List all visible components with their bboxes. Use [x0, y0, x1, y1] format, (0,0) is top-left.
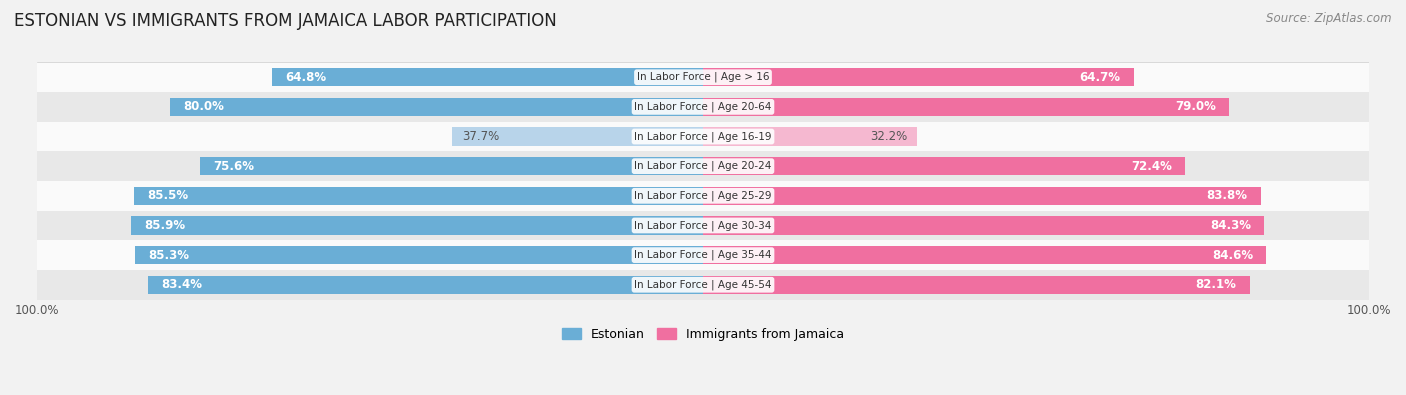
- Bar: [200, 157, 703, 175]
- Bar: [451, 127, 703, 146]
- Bar: [703, 246, 1267, 264]
- Legend: Estonian, Immigrants from Jamaica: Estonian, Immigrants from Jamaica: [557, 323, 849, 346]
- Bar: [134, 186, 703, 205]
- Bar: [703, 157, 1185, 175]
- Bar: [703, 98, 1229, 116]
- Bar: [170, 98, 703, 116]
- Text: 85.5%: 85.5%: [148, 189, 188, 202]
- Bar: [37, 62, 1369, 92]
- Text: 83.4%: 83.4%: [162, 278, 202, 291]
- Text: 85.9%: 85.9%: [145, 219, 186, 232]
- Bar: [37, 181, 1369, 211]
- Text: 85.3%: 85.3%: [149, 248, 190, 261]
- Bar: [271, 68, 703, 87]
- Text: Source: ZipAtlas.com: Source: ZipAtlas.com: [1267, 12, 1392, 25]
- Bar: [703, 127, 917, 146]
- Bar: [703, 216, 1264, 235]
- Text: 32.2%: 32.2%: [870, 130, 907, 143]
- Text: 37.7%: 37.7%: [463, 130, 499, 143]
- Bar: [37, 270, 1369, 299]
- Text: 79.0%: 79.0%: [1175, 100, 1216, 113]
- Text: 64.8%: 64.8%: [285, 71, 326, 84]
- Text: In Labor Force | Age 45-54: In Labor Force | Age 45-54: [634, 280, 772, 290]
- Bar: [131, 216, 703, 235]
- Text: In Labor Force | Age 16-19: In Labor Force | Age 16-19: [634, 131, 772, 142]
- Text: 84.3%: 84.3%: [1211, 219, 1251, 232]
- Bar: [37, 151, 1369, 181]
- Text: 75.6%: 75.6%: [212, 160, 254, 173]
- Text: 72.4%: 72.4%: [1130, 160, 1171, 173]
- Bar: [703, 276, 1250, 294]
- Bar: [703, 68, 1133, 87]
- Text: 83.8%: 83.8%: [1206, 189, 1247, 202]
- Text: In Labor Force | Age 35-44: In Labor Force | Age 35-44: [634, 250, 772, 260]
- Text: 64.7%: 64.7%: [1080, 71, 1121, 84]
- Text: In Labor Force | Age 25-29: In Labor Force | Age 25-29: [634, 190, 772, 201]
- Text: In Labor Force | Age 20-64: In Labor Force | Age 20-64: [634, 102, 772, 112]
- Bar: [37, 211, 1369, 240]
- Bar: [37, 122, 1369, 151]
- Bar: [148, 276, 703, 294]
- Text: 82.1%: 82.1%: [1195, 278, 1236, 291]
- Bar: [135, 246, 703, 264]
- Text: 80.0%: 80.0%: [184, 100, 225, 113]
- Bar: [37, 240, 1369, 270]
- Text: 84.6%: 84.6%: [1212, 248, 1253, 261]
- Text: ESTONIAN VS IMMIGRANTS FROM JAMAICA LABOR PARTICIPATION: ESTONIAN VS IMMIGRANTS FROM JAMAICA LABO…: [14, 12, 557, 30]
- Bar: [703, 186, 1261, 205]
- Text: In Labor Force | Age > 16: In Labor Force | Age > 16: [637, 72, 769, 83]
- Text: In Labor Force | Age 30-34: In Labor Force | Age 30-34: [634, 220, 772, 231]
- Bar: [37, 92, 1369, 122]
- Text: In Labor Force | Age 20-24: In Labor Force | Age 20-24: [634, 161, 772, 171]
